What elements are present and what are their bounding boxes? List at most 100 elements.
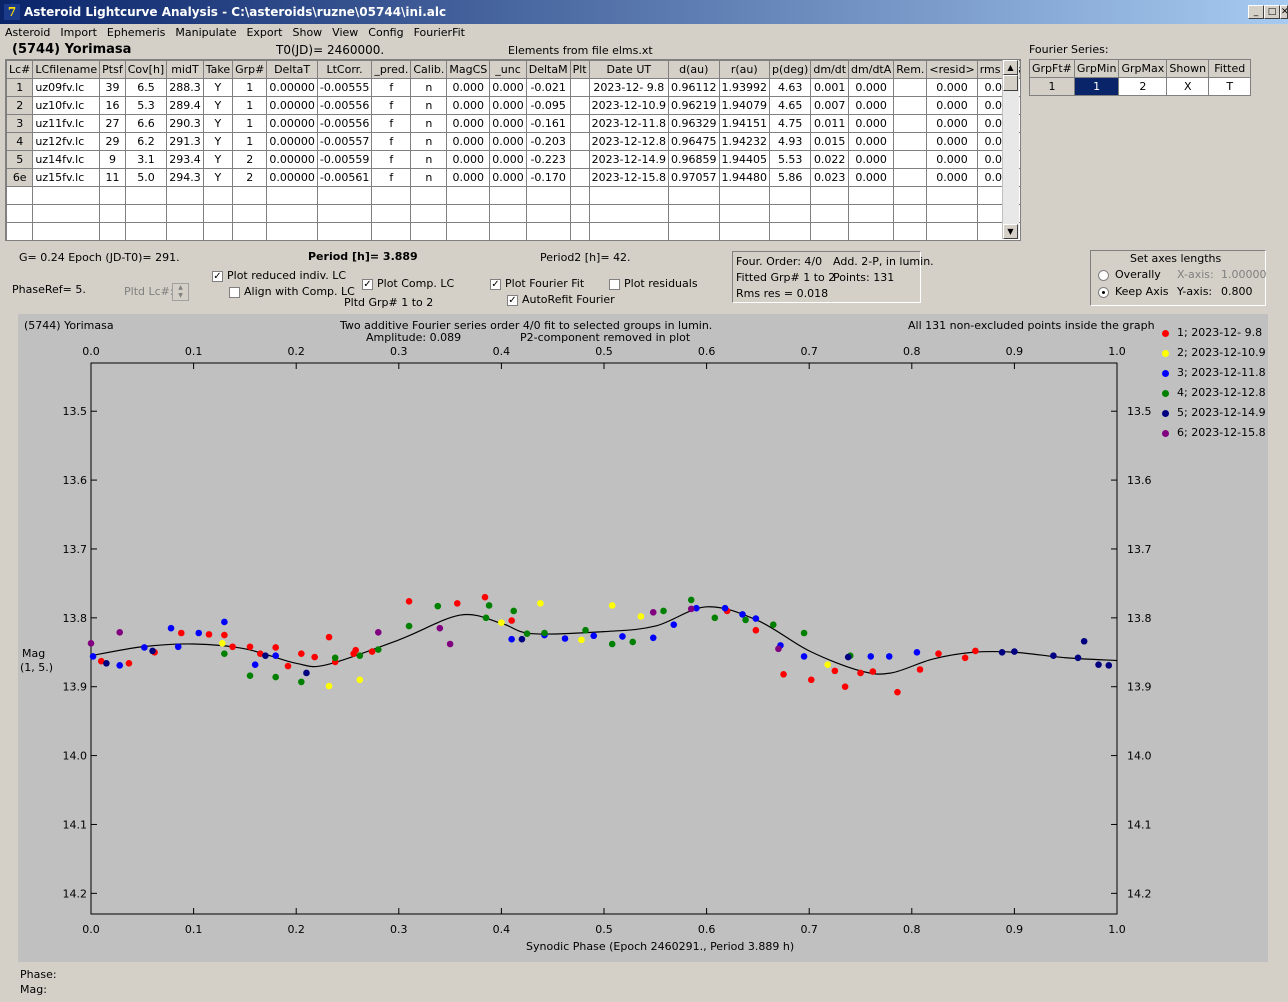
- table-cell[interactable]: -0.021: [525, 78, 571, 97]
- table-cell[interactable]: 288.3: [166, 78, 204, 97]
- lc-column-header[interactable]: <resid>: [926, 60, 978, 79]
- table-cell[interactable]: Y: [202, 78, 234, 97]
- table-cell[interactable]: 0.001: [810, 78, 850, 97]
- table-cell[interactable]: 0.023: [810, 168, 850, 187]
- menu-asteroid[interactable]: Asteroid: [5, 26, 51, 39]
- table-row[interactable]: 6e uz15fv.lc 11 5.0 294.3 Y 2 0.00000 -0.00561 f n…: [6, 168, 1020, 187]
- table-cell[interactable]: [525, 222, 571, 240]
- lc-column-header[interactable]: Lc#: [6, 60, 34, 79]
- table-cell[interactable]: 2023-12-11.8: [588, 114, 670, 133]
- table-cell[interactable]: [769, 222, 812, 240]
- table-cell[interactable]: 16: [99, 96, 126, 115]
- table-cell[interactable]: n: [410, 78, 448, 97]
- table-cell[interactable]: [525, 186, 571, 205]
- lc-column-header[interactable]: Rem.: [893, 60, 928, 79]
- table-cell[interactable]: [410, 186, 448, 205]
- lc-column-header[interactable]: LCfilename: [32, 60, 101, 79]
- row-header[interactable]: 5: [6, 150, 34, 169]
- table-cell[interactable]: 0.00000: [266, 150, 318, 169]
- table-cell[interactable]: n: [410, 96, 448, 115]
- lc-column-header[interactable]: Calib.: [410, 60, 448, 79]
- table-cell[interactable]: 0.96112: [668, 78, 720, 97]
- table-cell[interactable]: uz11fv.lc: [32, 114, 101, 133]
- lc-column-header[interactable]: _unc: [489, 60, 527, 79]
- table-cell[interactable]: 2023-12-12.8: [588, 132, 670, 151]
- table-cell[interactable]: 290.3: [166, 114, 204, 133]
- table-cell[interactable]: 9: [99, 150, 126, 169]
- table-cell[interactable]: 0.000: [446, 114, 491, 133]
- table-cell[interactable]: 6.5: [124, 78, 168, 97]
- table-cell[interactable]: [410, 222, 448, 240]
- table-cell[interactable]: 4.65: [769, 96, 812, 115]
- table-cell[interactable]: 4.75: [769, 114, 812, 133]
- fs-cell[interactable]: T: [1208, 77, 1252, 96]
- table-cell[interactable]: 0.015: [810, 132, 850, 151]
- table-cell[interactable]: [893, 150, 928, 169]
- row-header[interactable]: 6e: [6, 168, 34, 187]
- table-cell[interactable]: [371, 204, 412, 223]
- table-cell[interactable]: f: [371, 168, 412, 187]
- table-cell[interactable]: 0.000: [848, 150, 895, 169]
- plot-reduced-checkbox[interactable]: ✓ Plot reduced indiv. LC: [212, 269, 347, 282]
- table-cell[interactable]: f: [371, 114, 412, 133]
- table-cell[interactable]: 0.000: [489, 168, 527, 187]
- table-cell[interactable]: [124, 204, 168, 223]
- table-cell[interactable]: 0.011: [810, 114, 850, 133]
- table-cell[interactable]: 2023-12-15.8: [588, 168, 670, 187]
- table-cell[interactable]: [588, 186, 670, 205]
- table-cell[interactable]: 0.000: [848, 114, 895, 133]
- menu-show[interactable]: Show: [292, 26, 323, 39]
- table-cell[interactable]: 0.000: [848, 96, 895, 115]
- table-cell[interactable]: [926, 222, 978, 240]
- scroll-up-icon[interactable]: ▲: [1003, 60, 1018, 75]
- table-cell[interactable]: 1: [232, 78, 268, 97]
- table-cell[interactable]: [371, 186, 412, 205]
- table-cell[interactable]: -0.00556: [316, 114, 373, 133]
- table-cell[interactable]: 0.000: [848, 168, 895, 187]
- table-cell[interactable]: uz14fv.lc: [32, 150, 101, 169]
- table-cell[interactable]: [232, 222, 268, 240]
- row-header[interactable]: 4: [6, 132, 34, 151]
- align-comp-checkbox[interactable]: Align with Comp. LC: [229, 285, 355, 298]
- table-cell[interactable]: [410, 204, 448, 223]
- minimize-button[interactable]: _: [1248, 5, 1264, 19]
- table-cell[interactable]: [569, 132, 590, 151]
- table-cell[interactable]: -0.161: [525, 114, 571, 133]
- table-cell[interactable]: 6.2: [124, 132, 168, 151]
- table-row[interactable]: 2 uz10fv.lc 16 5.3 289.4 Y 1 0.00000 -0.00556 f n 0…: [6, 96, 1020, 115]
- scroll-down-icon[interactable]: ▼: [1003, 224, 1018, 239]
- fs-cell[interactable]: 1: [1029, 77, 1075, 96]
- menu-manipulate[interactable]: Manipulate: [175, 26, 237, 39]
- table-cell[interactable]: Y: [202, 132, 234, 151]
- table-cell[interactable]: [718, 186, 771, 205]
- table-cell[interactable]: 0.000: [926, 168, 978, 187]
- empty-row[interactable]: [6, 222, 1020, 240]
- table-cell[interactable]: [446, 222, 491, 240]
- table-cell[interactable]: [124, 186, 168, 205]
- row-header[interactable]: 1: [6, 78, 34, 97]
- table-cell[interactable]: [266, 222, 318, 240]
- pltd-lc-spinner[interactable]: ▲ ▼: [172, 283, 189, 301]
- table-cell[interactable]: 0.022: [810, 150, 850, 169]
- table-cell[interactable]: 0.000: [446, 78, 491, 97]
- table-cell[interactable]: [266, 186, 318, 205]
- table-cell[interactable]: [569, 186, 590, 205]
- table-cell[interactable]: 291.3: [166, 132, 204, 151]
- table-cell[interactable]: [525, 204, 571, 223]
- lc-column-header[interactable]: DeltaT: [266, 60, 318, 79]
- table-cell[interactable]: uz12fv.lc: [32, 132, 101, 151]
- scroll-thumb[interactable]: [1003, 75, 1018, 91]
- table-cell[interactable]: 1: [232, 96, 268, 115]
- table-cell[interactable]: 1.94405: [718, 150, 771, 169]
- row-header[interactable]: [6, 222, 34, 240]
- table-cell[interactable]: 2023-12-10.9: [588, 96, 670, 115]
- table-cell[interactable]: [893, 132, 928, 151]
- table-cell[interactable]: f: [371, 132, 412, 151]
- table-cell[interactable]: [316, 222, 373, 240]
- table-cell[interactable]: 1: [232, 114, 268, 133]
- period-label[interactable]: Period [h]= 3.889: [308, 250, 418, 263]
- menu-ephemeris[interactable]: Ephemeris: [106, 26, 166, 39]
- table-cell[interactable]: [926, 204, 978, 223]
- table-cell[interactable]: 0.000: [926, 132, 978, 151]
- table-cell[interactable]: 11: [99, 168, 126, 187]
